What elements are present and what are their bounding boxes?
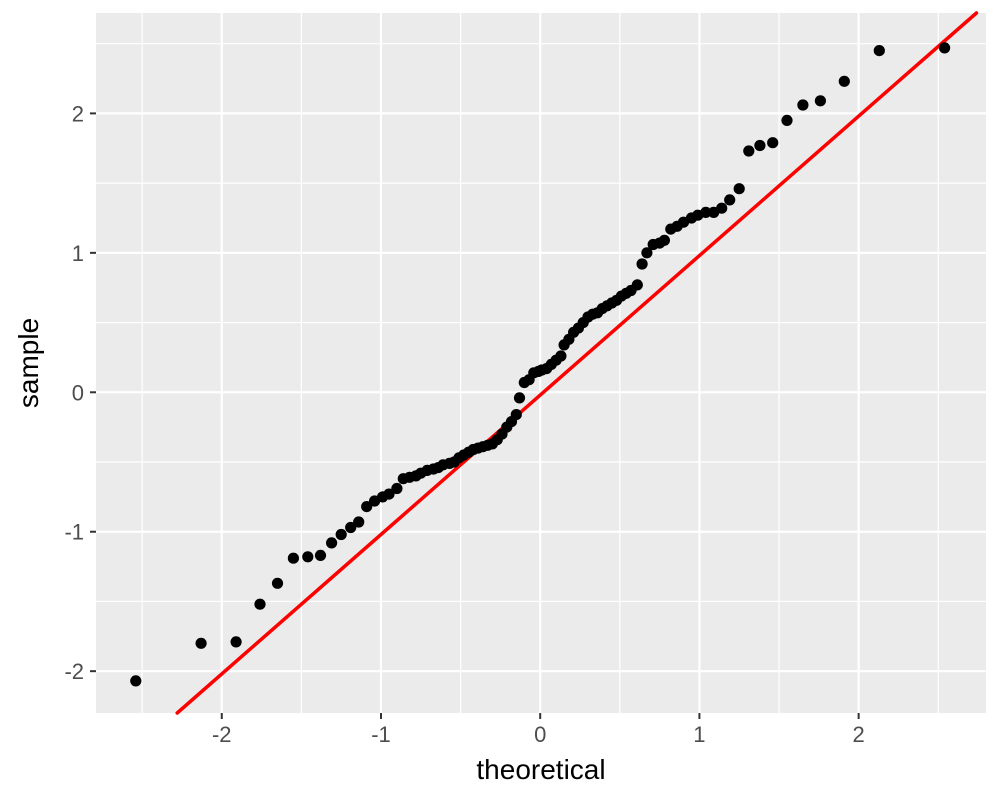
data-point: [335, 528, 347, 541]
data-point: [781, 114, 793, 126]
data-point: [838, 75, 850, 87]
x-tick-label: -2: [212, 722, 232, 747]
data-point: [326, 537, 338, 549]
data-point: [743, 145, 755, 157]
data-point: [391, 482, 403, 495]
y-axis-title: sample: [13, 318, 44, 408]
data-point: [383, 488, 395, 500]
y-tick-label: -1: [64, 520, 84, 545]
data-point: [361, 501, 373, 513]
data-point: [513, 392, 526, 404]
qq-reference-line: [175, 11, 979, 715]
y-tick-label: -2: [64, 659, 84, 684]
y-tick-label: 1: [72, 241, 84, 266]
data-point: [254, 598, 266, 610]
y-tick-label: 0: [72, 380, 84, 405]
data-point: [555, 350, 567, 362]
data-point: [636, 258, 648, 270]
data-point: [271, 577, 284, 589]
y-tick-label: 2: [72, 101, 84, 126]
x-tick-label: 0: [534, 722, 546, 747]
data-point: [314, 549, 327, 562]
data-point: [195, 637, 207, 649]
data-point: [767, 137, 779, 149]
data-point: [631, 279, 643, 291]
x-tick-label: 1: [693, 722, 705, 747]
data-point: [724, 194, 736, 206]
data-point: [873, 45, 885, 57]
data-point: [510, 409, 522, 421]
data-point: [130, 675, 142, 687]
data-point: [814, 95, 827, 107]
data-point: [797, 99, 809, 111]
data-point: [230, 636, 242, 648]
x-axis-title: theoretical: [476, 754, 605, 785]
data-point: [302, 551, 314, 563]
data-point: [345, 521, 357, 534]
data-point: [939, 42, 951, 54]
data-point: [353, 516, 365, 528]
data-point: [700, 206, 712, 218]
data-point: [733, 183, 745, 195]
data-point: [716, 202, 728, 214]
x-tick-label: -1: [371, 722, 391, 747]
x-tick-label: 2: [853, 722, 865, 747]
data-point: [754, 139, 766, 152]
data-point: [287, 552, 299, 564]
data-point: [641, 247, 653, 259]
data-point: [658, 234, 671, 246]
